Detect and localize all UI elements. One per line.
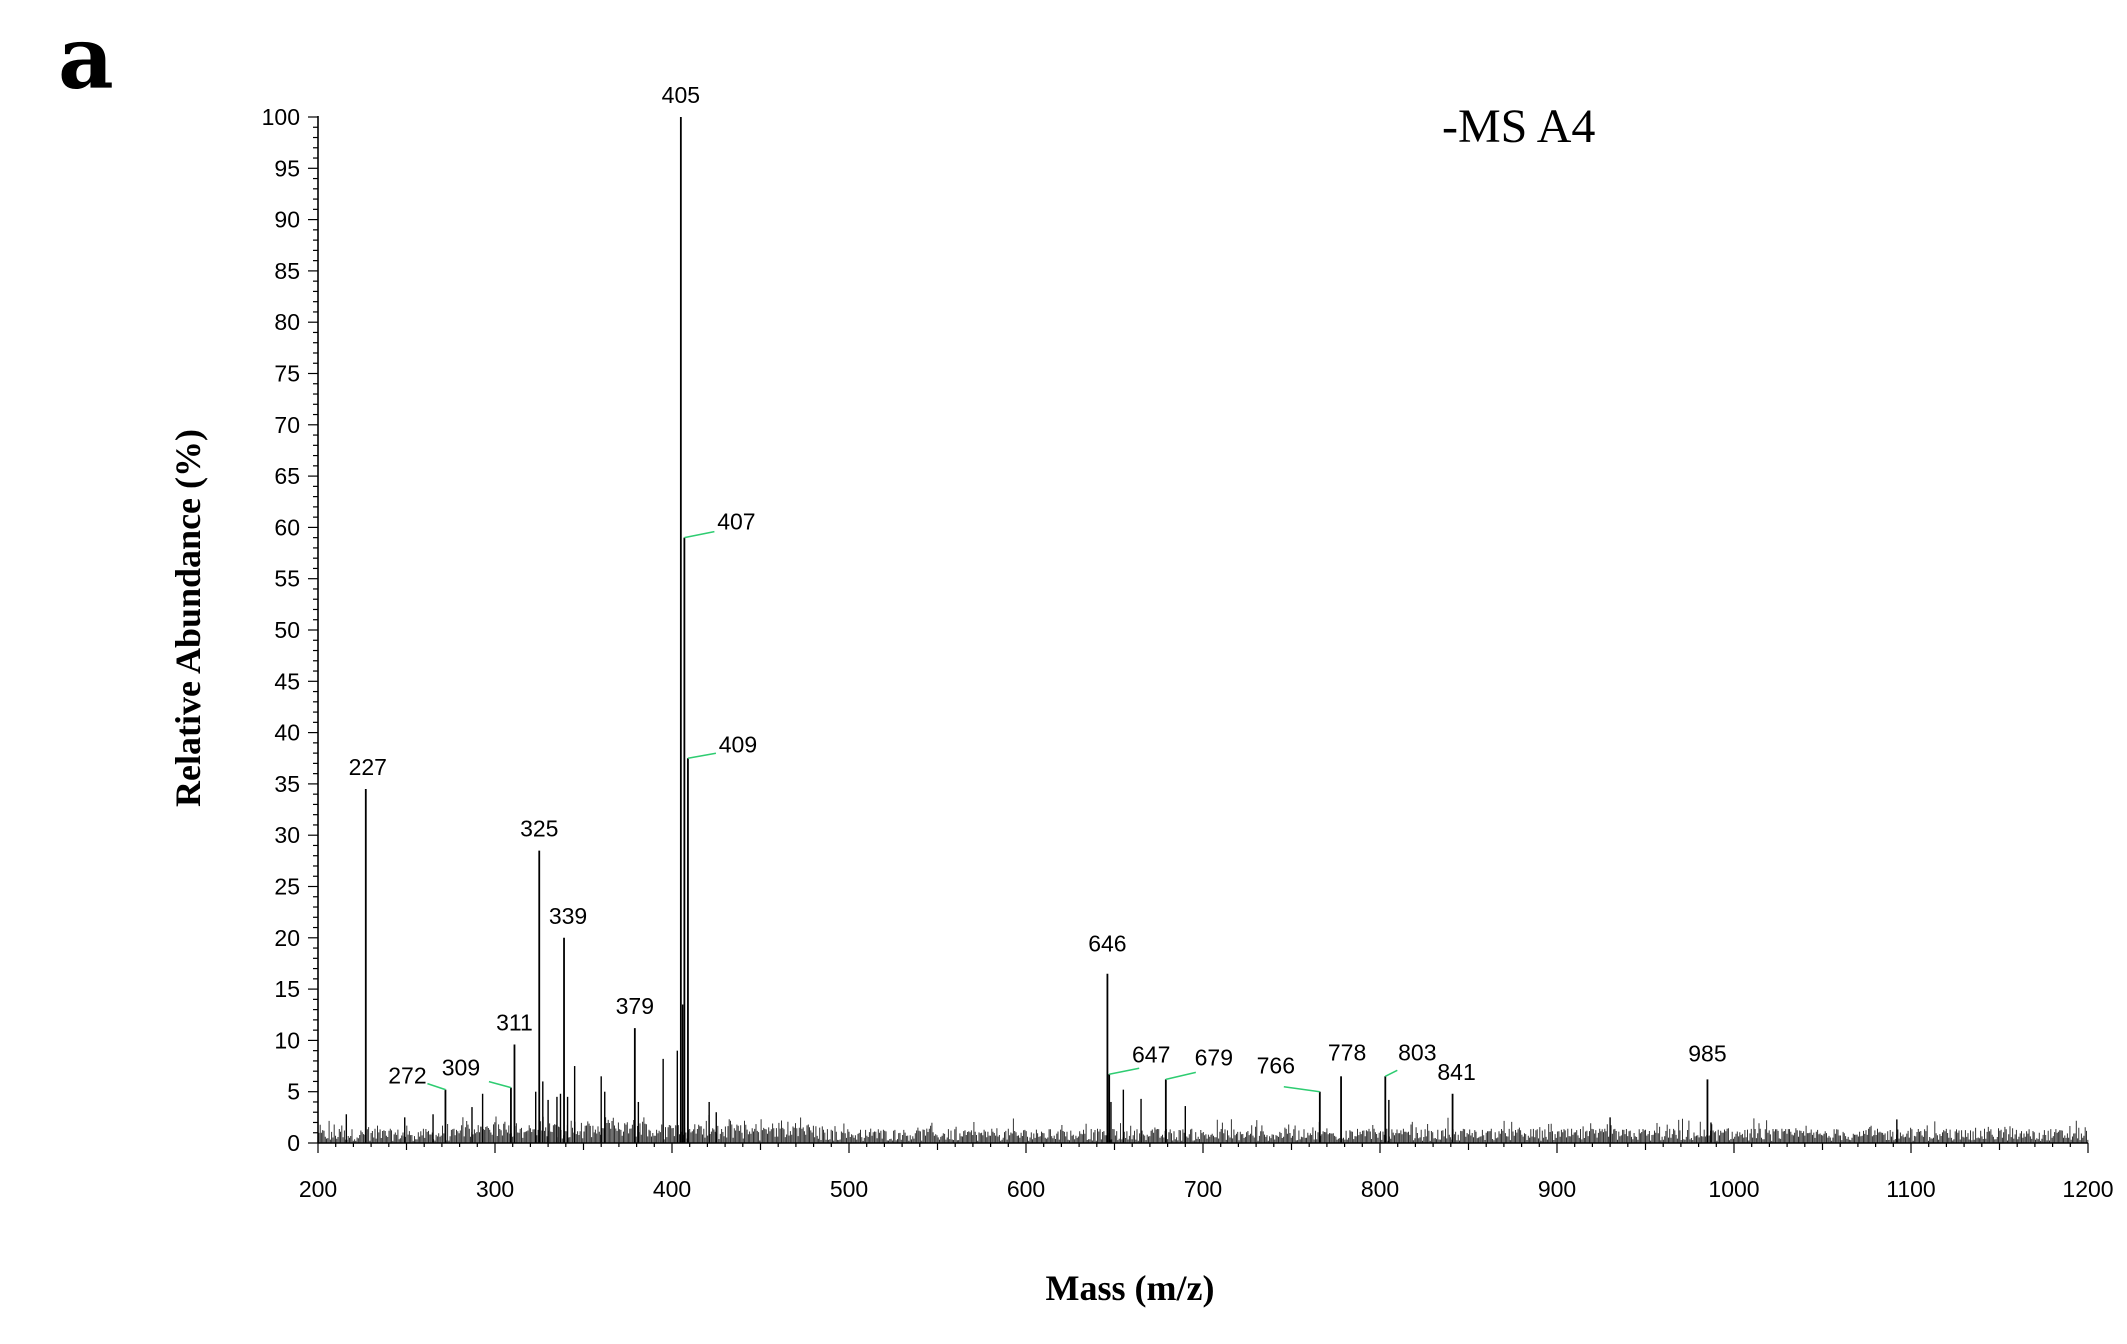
peak-label-766: 766 [1257,1053,1295,1079]
peak-label-272: 272 [388,1063,426,1089]
peak-labels-layer: 227 272 309 311 325 339 379 405 407 409 646 647 679 7… [349,82,1727,1093]
y-tick-label: 70 [274,412,300,438]
leader-line-766 [1283,1085,1320,1093]
peak-label-309: 309 [442,1055,480,1081]
x-tick-label: 300 [476,1176,514,1202]
leader-line-803 [1384,1069,1398,1077]
leader-line-407 [684,530,715,539]
x-tick-label: 400 [653,1176,691,1202]
peak-label-407: 407 [717,509,755,535]
axes-layer: 0 5 10 15 20 25 30 35 40 45 50 55 60 65 70 75 80 85 90 95 10… [262,104,2114,1202]
peak-label-227: 227 [349,754,387,780]
x-tick-label: 200 [299,1176,337,1202]
peaks-layer [345,117,1898,1143]
y-tick-label: 65 [274,463,300,489]
leader-line-647 [1109,1067,1140,1075]
y-tick-label: 20 [274,925,300,951]
y-tick-label: 90 [274,207,300,233]
baseline-noise [318,1115,2089,1143]
x-tick-label: 700 [1184,1176,1222,1202]
peak-label-409: 409 [719,731,757,757]
peak-label-985: 985 [1688,1040,1726,1066]
panel-label: a [58,8,114,109]
y-tick-label: 5 [287,1079,300,1105]
x-tick-label: 1100 [1886,1176,1935,1202]
peak-label-803: 803 [1398,1039,1436,1065]
x-tick-label: 500 [830,1176,868,1202]
peak-label-841: 841 [1437,1059,1475,1085]
noise-trace [318,1115,2089,1143]
peak-label-325: 325 [520,816,558,842]
leader-line-679 [1165,1071,1197,1081]
x-tick-label: 900 [1538,1176,1576,1202]
y-tick-label: 40 [274,720,300,746]
y-tick-label: 50 [274,617,300,643]
y-tick-label: 100 [262,104,300,130]
peak-label-339: 339 [549,903,587,929]
y-tick-label: 80 [274,309,300,335]
peak-label-646: 646 [1088,931,1126,957]
peak-label-379: 379 [616,993,654,1019]
y-tick-label: 75 [274,361,300,387]
y-tick-label: 25 [274,874,300,900]
peak-label-778: 778 [1328,1039,1366,1065]
peak-label-647: 647 [1132,1041,1170,1067]
y-tick-label: 55 [274,566,300,592]
y-tick-label: 95 [274,155,300,181]
y-tick-label: 0 [287,1130,300,1156]
y-tick-label: 45 [274,668,300,694]
peak-label-679: 679 [1195,1044,1233,1070]
y-tick-label: 10 [274,1027,300,1053]
chart-title: -MS A4 [1442,100,1595,153]
leader-line-409 [687,752,717,759]
y-tick-label: 85 [274,258,300,284]
y-tick-label: 60 [274,514,300,540]
x-axis-title: Mass (m/z) [1046,1268,1215,1308]
x-tick-label: 1000 [1708,1176,1759,1202]
peak-label-405: 405 [662,82,700,108]
x-tick-label: 1200 [2062,1176,2113,1202]
y-tick-label: 30 [274,822,300,848]
peak-label-311: 311 [496,1010,533,1036]
leader-line-309 [488,1080,512,1089]
y-tick-label: 35 [274,771,300,797]
x-tick-label: 800 [1361,1176,1399,1202]
x-tick-label: 600 [1007,1176,1045,1202]
y-tick-label: 15 [274,976,300,1002]
y-axis-title: Relative Abundance (%) [168,429,208,807]
leader-line-272 [427,1082,446,1091]
